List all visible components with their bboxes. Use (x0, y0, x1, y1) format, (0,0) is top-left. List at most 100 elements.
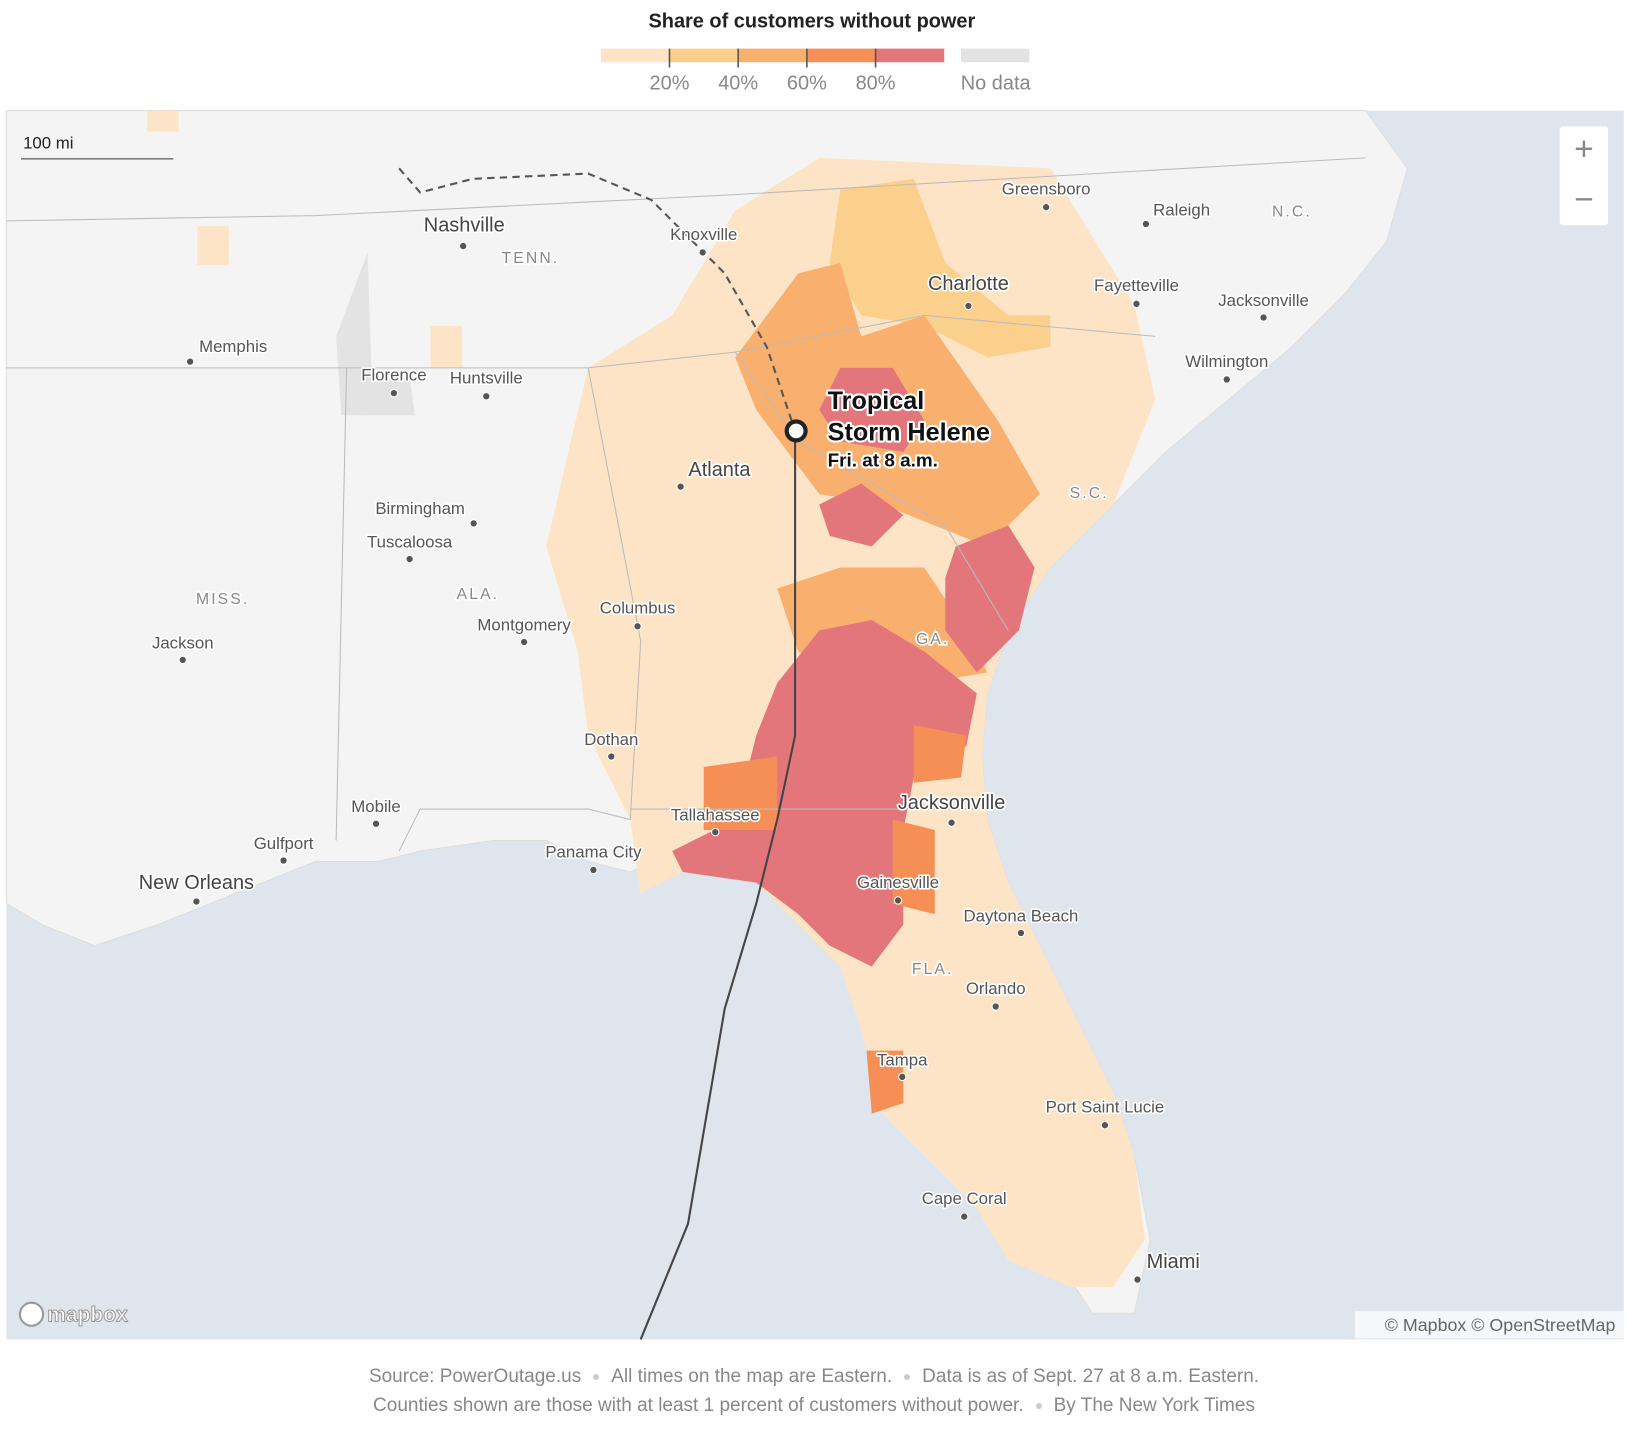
zoom-control (1559, 126, 1609, 226)
city-label: Dothan (584, 730, 638, 749)
city-dot (991, 1002, 1000, 1011)
legend-swatch (669, 48, 739, 63)
city-label: Jacksonville (898, 792, 1005, 814)
legend-tick-label: 60% (787, 73, 827, 95)
outage-area (147, 110, 179, 132)
city-dot (1133, 1275, 1142, 1284)
city-dot (1100, 1120, 1110, 1130)
state-border (734, 351, 1009, 631)
state-border (335, 367, 348, 841)
footer: Source: PowerOutage.us All times on the m… (0, 1362, 1628, 1420)
city-label: Knoxville (670, 225, 737, 244)
outage-area (430, 325, 463, 368)
outage-area (703, 756, 778, 831)
footer-text: Data is as of Sept. 27 at 8 a.m. Eastern… (922, 1366, 1260, 1387)
city-label: Birmingham (375, 499, 465, 518)
outage-area (819, 483, 904, 547)
city-dot (371, 819, 381, 828)
city-dot (589, 865, 598, 875)
mapbox-logo: mapbox (47, 1304, 128, 1327)
city-dot (458, 241, 468, 251)
city-dot (279, 856, 288, 865)
city-dot (389, 388, 399, 398)
city-dot (482, 392, 491, 401)
city-label: Charlotte (928, 273, 1009, 295)
state-border (6, 157, 1366, 222)
outage-area (913, 725, 967, 783)
city-dot (178, 655, 187, 665)
city-dot (405, 554, 414, 564)
legend-title: Share of customers without power (648, 11, 975, 33)
attribution[interactable]: © Mapbox © OpenStreetMap (1385, 1315, 1616, 1335)
city-dot (1259, 313, 1268, 322)
separator (1035, 1402, 1042, 1409)
city-dot (185, 357, 195, 366)
city-label: Orlando (966, 979, 1026, 998)
city-dot (698, 248, 707, 257)
legend-tick-label: 80% (856, 73, 896, 95)
city-dot (964, 301, 973, 311)
outage-area (892, 819, 935, 915)
city-dot (959, 1212, 969, 1221)
city-dot (192, 897, 201, 906)
city-dot (519, 637, 529, 647)
city-label: New Orleans (139, 872, 254, 894)
city-label: Florence (361, 366, 426, 385)
city-dot (633, 622, 642, 631)
city-label: Huntsville (450, 369, 523, 388)
city-label: Atlanta (688, 459, 751, 481)
state-label: GA. (916, 631, 949, 648)
zoom-out[interactable]: − (1574, 181, 1594, 218)
city-dot (947, 818, 956, 827)
scale-bar-label: 100 mi (23, 133, 73, 152)
legend-swatch (600, 48, 670, 63)
storm-name: Storm Helene (828, 418, 990, 446)
city-dot (676, 482, 685, 491)
city-dot (1016, 928, 1026, 938)
map-figure: Share of customers without power 20% 40% 6… (5, 11, 1624, 1340)
city-label: Greensboro (1002, 180, 1091, 199)
legend: 20% 40% 60% 80% No data (600, 48, 1032, 95)
city-label: Panama City (545, 842, 642, 861)
footer-text: All times on the map are Eastern. (611, 1366, 893, 1387)
legend-swatch (806, 48, 876, 63)
city-dot (1041, 203, 1051, 212)
outage-area (866, 1050, 904, 1114)
city-dot (1141, 219, 1151, 229)
no-data-area (336, 252, 373, 416)
zoom-in[interactable]: + (1574, 131, 1594, 168)
city-label: Montgomery (477, 615, 571, 634)
city-label: Memphis (199, 337, 267, 356)
place-labels: Nashville Knoxville Greensboro Raleigh Charl… (137, 178, 1311, 1284)
legend-tick-label: 20% (650, 73, 690, 95)
city-label: Gainesville (857, 873, 939, 892)
storm-time: Fri. at 8 a.m. (828, 451, 938, 472)
state-borders (6, 157, 1366, 852)
city-label: Raleigh (1153, 201, 1210, 220)
no-data-area (357, 378, 415, 416)
city-dot (469, 519, 478, 528)
storm-marker (784, 419, 808, 443)
city-label: Jackson (152, 633, 214, 652)
state-label: ALA. (457, 586, 500, 603)
city-dot (607, 752, 616, 761)
city-label: Wilmington (1185, 352, 1268, 371)
storm-past-track (639, 430, 797, 1340)
city-dot (711, 827, 720, 837)
state-label: MISS. (196, 591, 249, 608)
city-label: Columbus (600, 599, 676, 618)
footer-line: Source: PowerOutage.us All times on the m… (0, 1362, 1628, 1391)
legend-swatch (738, 48, 807, 63)
mapbox-logo-icon (18, 1301, 45, 1327)
city-dot (898, 1072, 907, 1082)
legend-no-data-label: No data (961, 73, 1032, 95)
separator (904, 1373, 911, 1380)
city-label: Mobile (351, 797, 400, 816)
city-label: Cape Coral (922, 1189, 1007, 1208)
city-label: Tampa (877, 1050, 928, 1069)
attribution-bg (1354, 1311, 1624, 1339)
storm-name: Tropical (828, 387, 925, 415)
legend-swatch (875, 48, 945, 63)
city-label: Port Saint Lucie (1046, 1098, 1165, 1117)
